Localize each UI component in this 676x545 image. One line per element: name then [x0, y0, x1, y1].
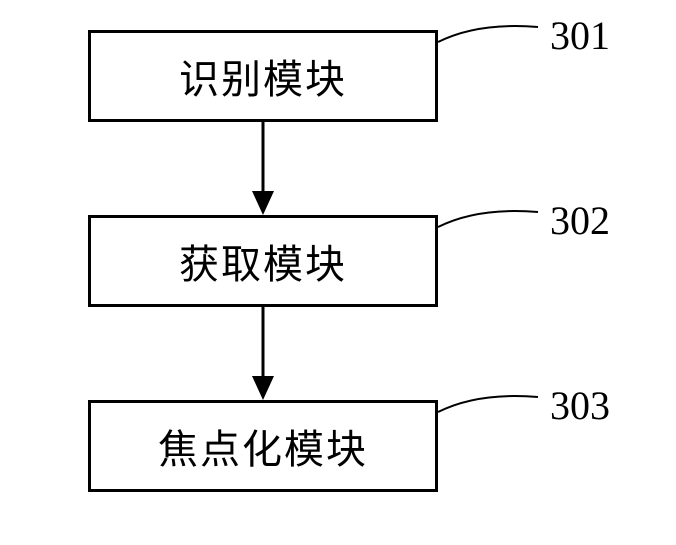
arrow-n1-n2 — [251, 122, 275, 215]
callout-curve — [438, 205, 558, 245]
callout-curve — [438, 390, 558, 430]
arrow-n2-n3 — [251, 307, 275, 400]
node-recognition-module: 识别模块 — [88, 30, 438, 122]
node-acquisition-module: 获取模块 — [88, 215, 438, 307]
node-focus-module: 焦点化模块 — [88, 400, 438, 492]
node-label: 识别模块 — [179, 47, 347, 105]
node-label: 获取模块 — [179, 232, 347, 290]
diagram-canvas: 识别模块 301 获取模块 302 焦点化模块 303 — [0, 0, 676, 545]
node-label: 焦点化模块 — [158, 417, 368, 475]
callout-curve — [438, 20, 558, 60]
callout-label-301: 301 — [550, 12, 610, 59]
callout-label-303: 303 — [550, 382, 610, 429]
callout-label-302: 302 — [550, 197, 610, 244]
